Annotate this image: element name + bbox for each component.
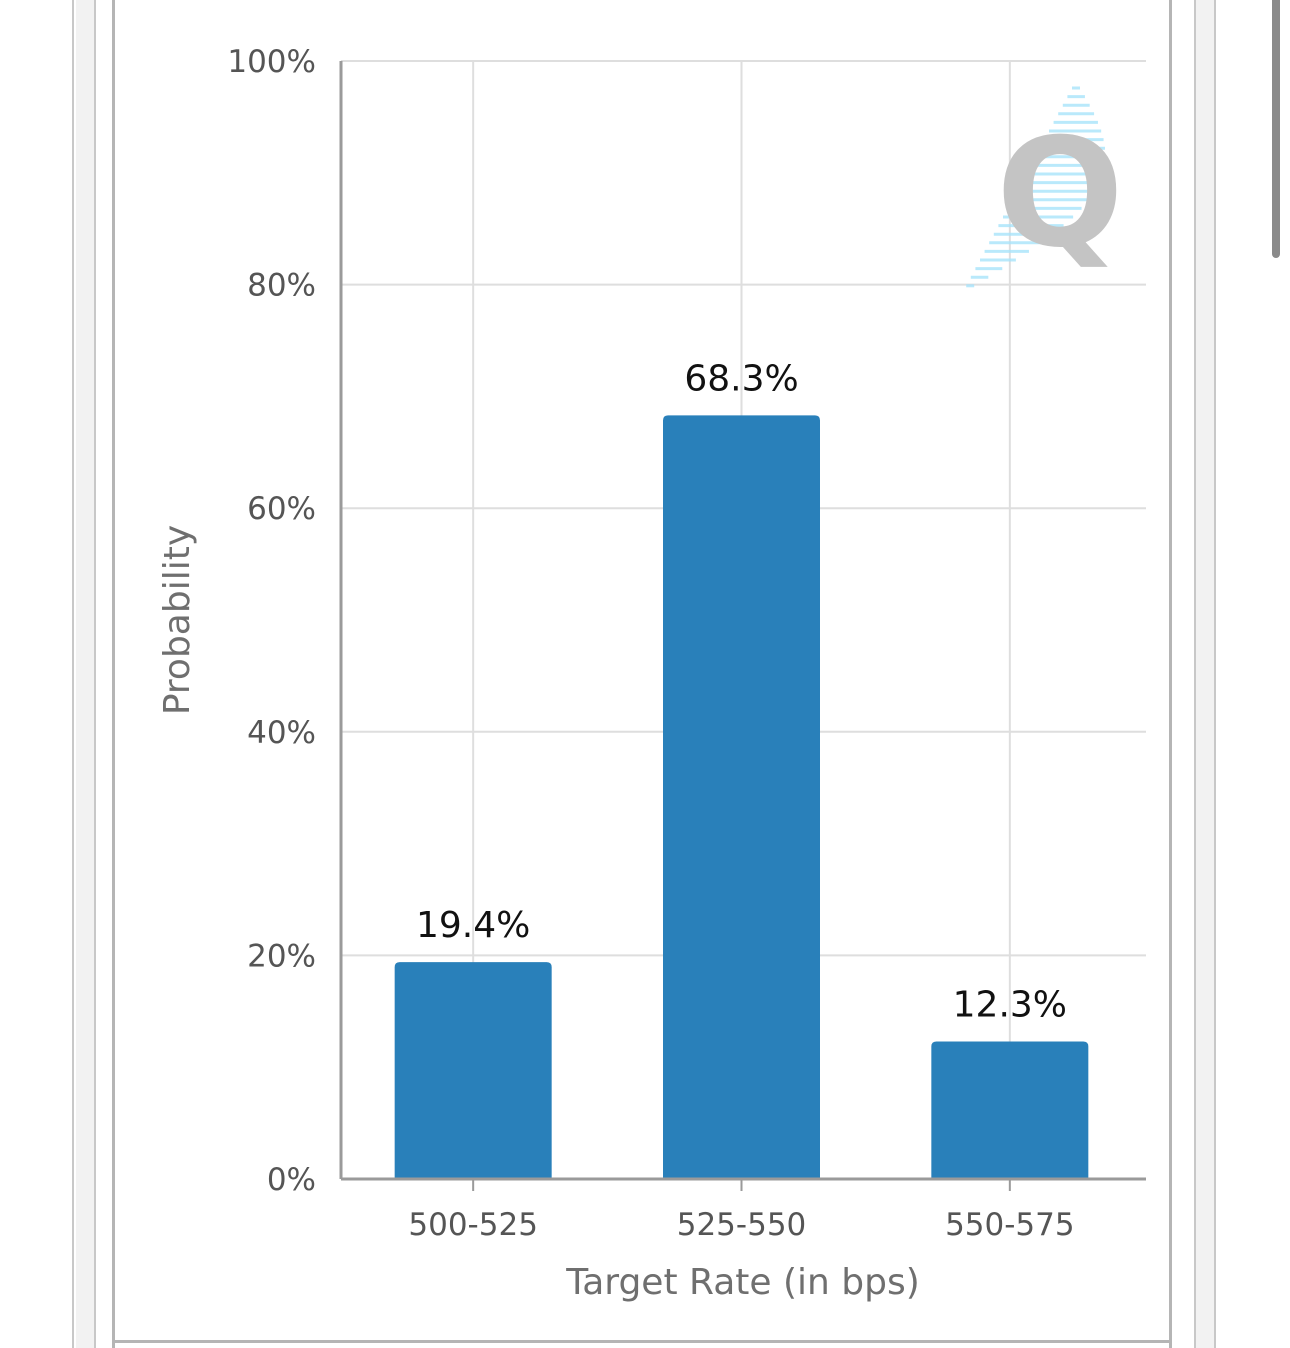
watermark-q-glyph: Q [996, 107, 1124, 281]
frame-border-right-card [1169, 0, 1172, 1348]
bar-550-575 [931, 1041, 1089, 1179]
x-tick-label-500-525: 500-525 [408, 1207, 538, 1243]
frame-border-left-panel [76, 0, 94, 1348]
cme-fedwatch-q-logo-icon: Q [966, 86, 1124, 288]
frame-border-right-outer [1214, 0, 1216, 1348]
y-tick-label-60: 60% [247, 491, 316, 527]
frame-border-right-panel [1196, 0, 1214, 1348]
bar-500-525 [394, 962, 552, 1179]
y-tick-label-0: 0% [267, 1162, 316, 1198]
frame-border-left-inner [94, 0, 96, 1348]
y-tick-label-100: 100% [227, 44, 316, 80]
y-tick-label-80: 80% [247, 268, 316, 304]
frame-border-bottom [112, 1340, 1172, 1343]
y-tick-label-40: 40% [247, 715, 316, 751]
vertical-scrollbar[interactable] [1272, 0, 1280, 258]
axis-layer [339, 61, 1146, 1191]
frame-border-left-card [112, 0, 115, 1348]
data-label-525-550: 68.3% [684, 358, 798, 399]
y-axis-title: Probability [157, 525, 198, 715]
bar-525-550 [663, 415, 820, 1179]
watermark-streaks [966, 86, 1106, 288]
y-tick-label-20: 20% [247, 938, 316, 974]
x-tick-label-525-550: 525-550 [677, 1207, 807, 1243]
data-label-500-525: 19.4% [416, 905, 530, 946]
frame-border-left-outer [72, 0, 74, 1348]
x-tick-label-550-575: 550-575 [945, 1207, 1075, 1243]
frame-border-right-inner [1194, 0, 1196, 1348]
x-axis-title: Target Rate (in bps) [565, 1262, 920, 1303]
bars-layer [394, 415, 1089, 1179]
data-label-550-575: 12.3% [953, 984, 1067, 1025]
labels-layer: 0% 20% 40% 60% 80% 100% 19.4% 500-525 68.3% 525-5… [227, 44, 1074, 1243]
